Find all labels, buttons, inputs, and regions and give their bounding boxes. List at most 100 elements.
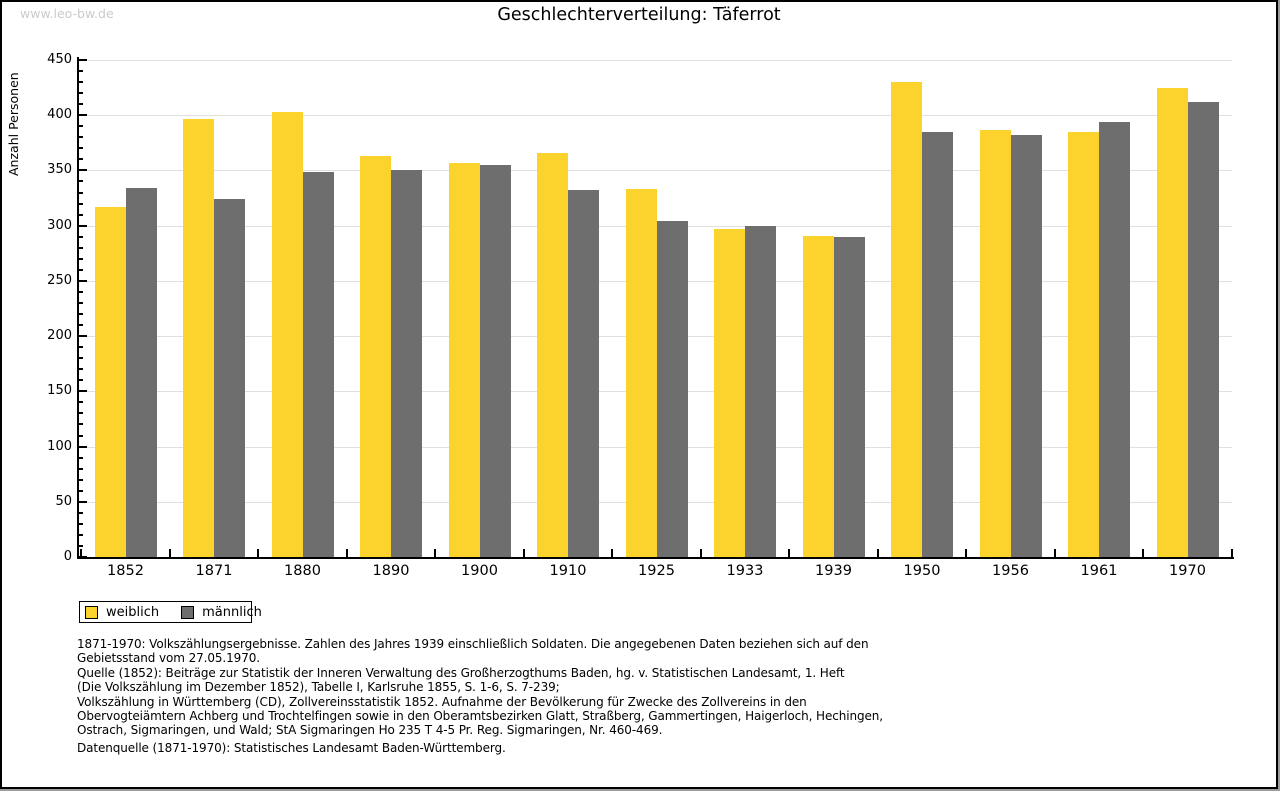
x-axis-tick	[1230, 549, 1233, 557]
y-axis-minor-tick	[79, 70, 83, 73]
y-axis-label: 100	[47, 438, 72, 454]
x-axis-label: 1933	[726, 563, 764, 579]
bar-weiblich-1871	[183, 118, 214, 557]
chart-title: Geschlechterverteilung: Täferrot	[497, 5, 781, 25]
y-axis-minor-tick	[79, 379, 83, 382]
y-axis-minor-tick	[79, 235, 83, 238]
x-axis-label: 1871	[195, 563, 233, 579]
x-axis-tick	[788, 549, 791, 557]
y-axis-minor-tick	[79, 246, 83, 249]
y-axis-minor-tick	[79, 136, 83, 139]
x-axis-tick	[168, 549, 171, 557]
y-axis-minor-tick	[79, 202, 83, 205]
y-axis-label: 150	[47, 383, 72, 399]
bar-weiblich-1910	[537, 152, 568, 557]
y-axis-label: 300	[47, 217, 72, 233]
y-axis-minor-tick	[79, 158, 83, 161]
x-axis-label: 1970	[1169, 563, 1206, 579]
bar-weiblich-1880	[271, 111, 303, 557]
y-axis-minor-tick	[79, 434, 83, 437]
source-note-line: Obervogteiämtern Achberg und Trochtelfin…	[77, 709, 884, 724]
legend-label-weiblich: weiblich	[106, 604, 160, 620]
y-axis-minor-tick	[79, 522, 83, 525]
x-axis-line	[77, 557, 1234, 559]
y-axis-major-tick	[79, 169, 87, 172]
y-axis-major-tick	[79, 445, 87, 448]
x-axis-tick	[965, 549, 968, 557]
y-axis-line	[77, 57, 79, 559]
bar-männlich-1950	[922, 131, 953, 557]
y-axis-major-tick	[79, 556, 87, 558]
y-axis-minor-tick	[79, 489, 83, 492]
y-axis-minor-tick	[79, 92, 83, 95]
x-axis-label: 1910	[549, 563, 587, 579]
x-axis-label: 1880	[284, 563, 321, 579]
y-axis-major-tick	[79, 59, 87, 61]
y-axis-major-tick	[79, 224, 87, 227]
y-axis-major-tick	[79, 279, 87, 282]
y-axis-minor-tick	[79, 478, 83, 481]
bar-männlich-1925	[656, 221, 688, 557]
y-axis-label: 450	[47, 52, 72, 67]
grid-line	[79, 115, 1232, 117]
y-axis-label: 200	[47, 328, 72, 344]
y-axis-minor-tick	[79, 456, 83, 459]
x-axis-label: 1890	[372, 563, 410, 579]
y-axis-label: 0	[63, 549, 72, 564]
watermark: www.leo-bw.de	[20, 6, 114, 21]
y-axis-minor-tick	[79, 423, 83, 426]
x-axis-label: 1939	[815, 563, 852, 579]
x-axis-label: 1961	[1080, 563, 1118, 579]
bar-weiblich-1900	[448, 162, 480, 557]
y-axis-minor-tick	[79, 81, 83, 84]
y-axis-minor-tick	[79, 301, 83, 304]
bar-männlich-1970	[1187, 101, 1219, 557]
x-axis-tick	[257, 549, 260, 557]
x-axis-label: 1956	[992, 563, 1029, 579]
y-axis-minor-tick	[79, 290, 83, 293]
y-axis-minor-tick	[79, 268, 83, 271]
bar-männlich-1939	[833, 236, 865, 557]
y-axis-major-tick	[79, 335, 87, 338]
grid-line	[79, 60, 1232, 61]
source-note-line: Volkszählung in Württemberg (CD), Zollve…	[77, 694, 807, 709]
grid-line	[79, 170, 1232, 172]
y-axis-minor-tick	[79, 368, 83, 371]
bar-weiblich-1961	[1068, 131, 1099, 557]
y-axis-minor-tick	[79, 412, 83, 415]
legend-swatch-weiblich	[85, 605, 98, 619]
y-axis-minor-tick	[79, 213, 83, 216]
source-note-line: 1871-1970: Volkszählungsergebnisse. Zahl…	[77, 637, 869, 651]
x-axis-tick	[1142, 549, 1145, 557]
y-axis-label: 50	[55, 493, 72, 509]
bar-männlich-1871	[214, 199, 245, 557]
x-axis-label: 1900	[461, 563, 498, 579]
datasource-note: Datenquelle (1871-1970): Statistisches L…	[77, 741, 506, 755]
source-note-line: Quelle (1852): Beiträge zur Statistik de…	[77, 665, 845, 680]
bar-weiblich-1933	[714, 228, 745, 557]
y-axis-minor-tick	[79, 313, 83, 316]
legend-swatch-maennlich	[181, 605, 195, 619]
bar-männlich-1880	[302, 171, 334, 557]
x-axis-label: 1925	[638, 563, 675, 579]
x-axis-tick	[1053, 549, 1056, 557]
bar-männlich-1910	[568, 190, 599, 557]
bar-weiblich-1970	[1156, 87, 1188, 557]
y-axis-major-tick	[79, 114, 87, 117]
bar-männlich-1852	[125, 188, 157, 557]
y-axis-minor-tick	[79, 180, 83, 183]
y-axis-minor-tick	[79, 103, 83, 106]
source-note-line: Ostrach, Sigmaringen, und Wald; StA Sigm…	[77, 723, 663, 738]
bar-weiblich-1950	[891, 82, 922, 557]
y-axis-minor-tick	[79, 511, 83, 514]
x-axis-tick	[80, 549, 83, 557]
y-axis-minor-tick	[79, 257, 83, 260]
bar-weiblich-1852	[94, 206, 126, 557]
legend-label-maennlich: männlich	[202, 604, 262, 620]
y-axis-minor-tick	[79, 401, 83, 404]
x-axis-label: 1852	[107, 563, 144, 579]
y-axis-minor-tick	[79, 533, 83, 536]
y-axis-minor-tick	[79, 324, 83, 327]
